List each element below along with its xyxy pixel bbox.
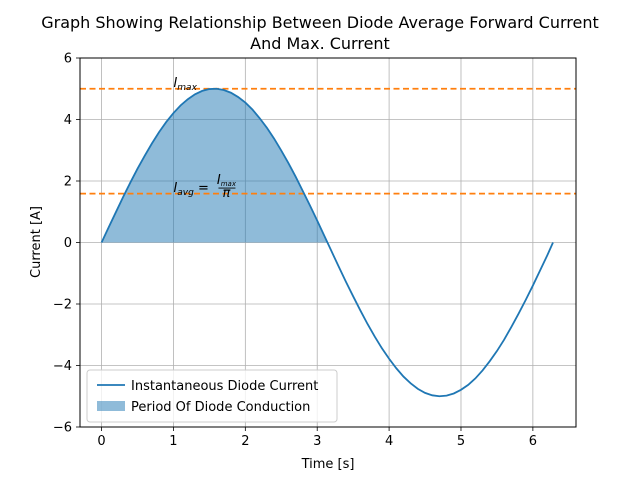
y-tick-label-5: 4 [64, 113, 72, 128]
x-tick-label-6: 6 [529, 434, 537, 449]
y-tick-label-4: 2 [64, 175, 72, 190]
x-tick-label-1: 1 [169, 434, 177, 449]
y-tick-label-6: 6 [64, 52, 72, 67]
x-tick-label-4: 4 [385, 434, 393, 449]
annotation-1-denominator: π [223, 186, 231, 201]
y-tick-label-3: 0 [64, 236, 72, 251]
legend-swatch-conduction [97, 401, 125, 411]
y-tick-label-2: −2 [53, 298, 72, 313]
chart-title-line-1: Graph Showing Relationship Between Diode… [41, 13, 599, 32]
y-tick-label-1: −4 [53, 359, 72, 374]
current-line [100, 87, 554, 398]
conduction-area [101, 88, 328, 243]
x-tick-label-5: 5 [457, 434, 465, 449]
legend-label-conduction: Period Of Diode Conduction [131, 400, 310, 415]
x-tick-label-3: 3 [313, 434, 321, 449]
y-ticks: −6 −4 −2 0 2 4 6 [53, 52, 80, 436]
legend-label-current: Instantaneous Diode Current [131, 379, 318, 394]
legend-box [86, 369, 338, 423]
x-tick-label-0: 0 [97, 434, 105, 449]
x-ticks: 0 1 2 3 4 5 6 [97, 427, 537, 449]
legend: Instantaneous Diode Current Period Of Di… [86, 369, 338, 423]
conduction-area-layer [101, 88, 328, 243]
y-tick-label-0: −6 [53, 421, 72, 436]
current-line-layer [100, 87, 554, 398]
reference-lines [80, 87, 576, 195]
chart-title-line-2: And Max. Current [250, 34, 390, 53]
x-axis-label: Time [s] [301, 457, 355, 472]
x-tick-label-2: 2 [241, 434, 249, 449]
y-axis-label: Current [A] [29, 206, 44, 278]
